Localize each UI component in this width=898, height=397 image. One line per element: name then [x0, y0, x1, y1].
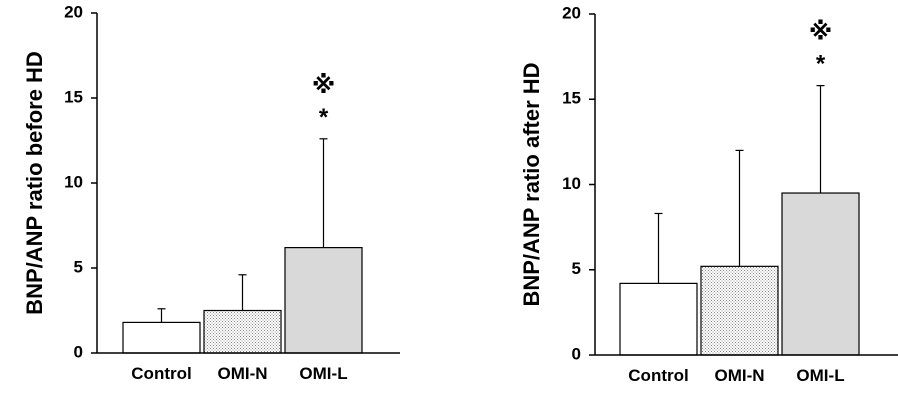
significance-mark: *	[816, 51, 826, 78]
bar-omi-l	[284, 247, 363, 354]
y-tick-label: 10	[562, 174, 581, 193]
y-tick-label: 20	[562, 3, 581, 22]
x-tick-label: OMI-L	[796, 366, 844, 385]
x-tick-label: Control	[628, 366, 688, 385]
bar-omi-n	[203, 309, 282, 354]
y-tick-label: 5	[74, 257, 83, 276]
y-tick-label: 15	[562, 89, 581, 108]
significance-mark: *	[319, 104, 329, 131]
significance-mark: ※	[809, 19, 832, 46]
y-tick-label: 0	[74, 342, 83, 361]
y-tick-label: 15	[64, 87, 83, 106]
bar-omi-l	[781, 192, 860, 356]
chart-1: BNP/ANP ratio before HD 0 5 10 15 20 Control OM…	[22, 2, 400, 383]
x-tick-label: Control	[131, 364, 191, 383]
chart-2: BNP/ANP ratio after HD 0 5 10 15 20 Control OMI…	[519, 3, 898, 385]
bar-control	[122, 321, 201, 354]
y-axis-title: BNP/ANP ratio after HD	[519, 62, 544, 306]
x-tick-label: OMI-N	[217, 364, 267, 383]
x-tick-label: OMI-L	[299, 364, 347, 383]
x-tick-label: OMI-N	[714, 366, 764, 385]
bar-control	[619, 282, 698, 356]
y-tick-label: 0	[572, 344, 581, 363]
y-tick-label: 5	[572, 259, 581, 278]
bar-omi-n	[700, 265, 779, 356]
significance-mark: ※	[312, 72, 335, 99]
y-axis-title: BNP/ANP ratio before HD	[22, 51, 47, 315]
y-tick-label: 20	[64, 2, 83, 21]
y-tick-label: 10	[64, 172, 83, 191]
